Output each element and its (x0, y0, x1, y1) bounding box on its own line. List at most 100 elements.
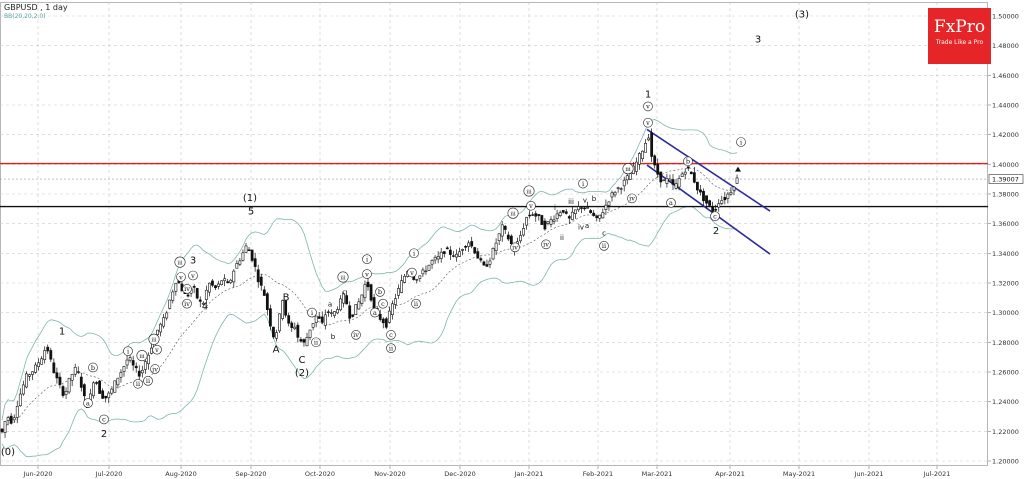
candle-body (131, 360, 135, 366)
wave-label: a (83, 398, 93, 408)
wave-label-circle (736, 137, 746, 147)
timeframe: 1 day (45, 3, 68, 12)
candle-body (302, 339, 306, 343)
candle-body (485, 264, 489, 267)
wave-label: i (578, 178, 588, 189)
wave-label-text: iii (340, 275, 346, 281)
candle (424, 265, 428, 275)
candle (735, 174, 739, 184)
candle (15, 400, 19, 424)
candle-body (95, 382, 98, 384)
candle-body (281, 300, 285, 319)
candle (342, 292, 346, 308)
candle (186, 292, 190, 298)
candle-body (689, 171, 693, 175)
wave-label-text: v (645, 103, 650, 111)
wave-label-text: 2 (101, 429, 107, 440)
candle (305, 332, 309, 347)
wave-label-text: v (364, 270, 369, 278)
candle (641, 150, 644, 162)
candle-body (214, 285, 217, 289)
y-tick-label: 1.40000 (992, 161, 1019, 169)
candle (436, 251, 440, 264)
candle (421, 267, 425, 277)
wave-label-text: iv (184, 300, 190, 308)
x-tick-label: Mar-2021 (642, 470, 673, 478)
wave-label-circle (643, 101, 653, 112)
wave-label-text: i (740, 138, 742, 146)
candle (360, 294, 364, 307)
candle-body (500, 224, 504, 237)
candle (497, 233, 501, 246)
wave-label: iii (337, 271, 349, 283)
candle-body (479, 258, 483, 261)
candle (290, 320, 294, 332)
candle-body (692, 172, 696, 183)
wave-label: (1) (243, 193, 257, 204)
wave-label-text: iv (578, 223, 584, 231)
y-tick-label: 1.30000 (992, 309, 1019, 317)
x-tick-label: Feb-2021 (583, 470, 613, 478)
wave-label: ii (599, 241, 609, 251)
candle (381, 317, 385, 329)
wave-label-text: (3) (795, 9, 809, 20)
candle (622, 176, 626, 192)
x-tick-label: May-2021 (783, 470, 815, 478)
candle (604, 199, 608, 215)
candle-body (589, 210, 593, 213)
wave-label-text: iv (184, 285, 190, 293)
candle-body (363, 284, 367, 298)
candle (165, 310, 169, 321)
candle-body (583, 207, 586, 210)
y-tick-label: 1.24000 (992, 398, 1019, 406)
candle (384, 316, 388, 330)
candle (378, 309, 382, 322)
wave-label: iv (627, 193, 637, 204)
candle-body (159, 323, 163, 333)
wave-label-circle (411, 298, 421, 309)
wave-label-circle (541, 239, 551, 250)
wave-label-circle (622, 163, 634, 175)
candle-body (729, 192, 733, 195)
wave-label-circle (188, 270, 198, 281)
candle (256, 264, 260, 288)
candle (214, 284, 217, 291)
price-levels (0, 162, 988, 208)
fxpro-logo: FxPro Trade Like a Pro (928, 8, 991, 64)
candle-body (186, 294, 190, 297)
candle (24, 371, 28, 389)
candle-body (577, 206, 580, 211)
candle-body (497, 233, 501, 241)
candle-body (305, 336, 309, 347)
candle-body (418, 275, 422, 279)
wave-label: iii (568, 198, 574, 206)
candle-body (128, 357, 132, 361)
candle-body (40, 358, 44, 365)
wave-label-text: 5 (248, 207, 254, 218)
candle-body (442, 251, 446, 254)
wave-label: 4 (202, 301, 208, 312)
candle-body (372, 297, 376, 310)
candle-body (195, 288, 199, 299)
candle (92, 381, 95, 399)
candle (561, 210, 565, 214)
wave-label-circle (386, 330, 396, 340)
candle (647, 134, 651, 142)
candle-body (256, 269, 260, 283)
candle (488, 257, 492, 269)
candle (695, 181, 699, 195)
candle (500, 221, 504, 242)
candle (46, 344, 50, 354)
candle-body (351, 314, 355, 317)
candle (528, 210, 532, 219)
wave-label-circle (123, 346, 133, 356)
candle-body (220, 280, 224, 285)
candle-body (531, 214, 535, 216)
candle (418, 275, 422, 282)
candle-body (259, 276, 263, 286)
candle-body (52, 362, 56, 374)
candle-body (668, 178, 672, 182)
candle (558, 210, 562, 218)
candle-body (699, 189, 702, 193)
candle (448, 246, 452, 261)
